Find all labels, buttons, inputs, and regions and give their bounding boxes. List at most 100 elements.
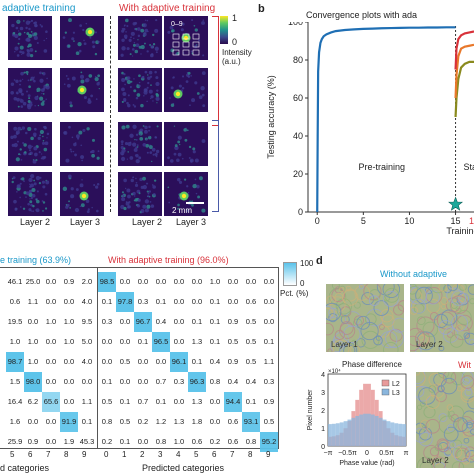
hist-legend-swatch [381,379,390,387]
matrix-cell: 0.0 [27,317,39,326]
hist-bar-l3 [394,423,399,446]
hist-bar-l3 [382,419,387,446]
matrix-cell: 2.0 [81,277,93,286]
matrix-cell: 91.9 [60,412,78,432]
matrix-cell: 0.0 [227,297,239,306]
matrix-cell: 0.3 [137,297,149,306]
hist-x-tick-label: π [404,450,409,457]
matrix-cell: 1.0 [63,337,75,346]
layer3-label: Layer 3 [70,217,101,227]
matrix-cell: 1.1 [81,397,93,406]
matrix-cell: 0.0 [27,417,39,426]
intensity-tile [118,172,162,216]
hist-y-label: Pixel number [307,389,314,431]
hist-bar-l3 [402,424,406,446]
intensity-tile [8,172,52,216]
matrix-cell: 9.5 [81,317,93,326]
matrix-cell: 0.0 [137,437,149,446]
matrix-cell: 1.6 [9,417,21,426]
x-tick-label: 15 [451,216,461,226]
matrix-cell: 25.0 [25,277,41,286]
dashed-separator [110,16,111,212]
matrix-cell: 0.4 [245,377,257,386]
matrix-cell: 98.7 [6,352,24,372]
matrix-cell: 0.7 [137,397,149,406]
hist-y-tick-label: 3 [321,390,325,397]
star-marker [448,196,464,211]
matrix-cell: 0.1 [209,317,221,326]
hist-y-tick-label: 2 [321,408,325,415]
y-tick-label: 0 [298,207,303,217]
matrix-cell: 96.7 [134,312,152,332]
matrix-cell: 94.4 [224,392,242,412]
colorbar-max: 1 [232,13,238,23]
matrix-cell: 0.0 [155,357,167,366]
hist-bar-l3 [378,417,383,446]
matrix-cell: 0.5 [245,337,257,346]
hist-bar-l3 [374,415,379,446]
matrix-cell: 0.1 [191,317,203,326]
intensity-tile [60,122,104,166]
matrix-cell: 0.9 [63,277,75,286]
matrix-cell: 0.4 [155,317,167,326]
hist-bar-l3 [386,421,391,446]
red-bracket [212,16,219,126]
intensity-tile [164,122,208,166]
matrix-cell: 0.8 [209,377,221,386]
matrix-right-col-tick: 3 [158,450,163,459]
convergence-chart: 0 20 40 60 80 100 0 5 10 15 16 Testing accuracy (%)… [266,22,474,234]
matrix-cell: 0.1 [209,337,221,346]
matrix-cell: 0.6 [191,437,203,446]
matrix-right-xlabel: Predicted categories [142,463,225,473]
matrix-cell: 96.3 [188,372,206,392]
matrix-right-col-tick: 5 [194,450,199,459]
y-tick-label: 60 [293,93,303,103]
hist-bar-l3 [343,421,348,446]
intensity-tile [60,68,104,112]
matrix-cell: 96.5 [152,332,170,352]
matrix-cell: 93.1 [242,412,260,432]
matrix-cell: 1.1 [27,297,39,306]
matrix-cell: 0.1 [81,417,93,426]
y-tick-label: 100 [288,22,303,27]
matrix-cell: 0.3 [173,377,185,386]
pretraining-label: Pre-training [359,162,406,172]
layer2-label-b: Layer 2 [132,217,163,227]
matrix-cell: 0.9 [27,437,39,446]
matrix-cell: 0.0 [119,277,131,286]
matrix-cell: 0.1 [155,297,167,306]
pct-colorbar-label: Pct. (%) [280,289,309,298]
panel-d-title-with: Wit [458,360,471,370]
matrix-cell: 0.1 [191,357,203,366]
pct-colorbar [283,262,297,286]
matrix-cell: 0.6 [9,297,21,306]
matrix-right-col-tick: 0 [104,450,109,459]
intensity-tile [118,68,162,112]
intensity-tile: 2 mm [164,172,208,216]
matrix-cell: 25.9 [7,437,23,446]
matrix-cell: 0.1 [137,337,149,346]
intensity-colorbar [220,16,228,44]
intensity-tile [164,68,208,112]
matrix-cell: 0.5 [101,397,113,406]
matrix-left-col-tick: 8 [64,450,69,459]
hist-x-tick-label: −0.5π [338,450,357,457]
hist-bar-l3 [351,417,356,446]
y-tick-label: 20 [293,169,303,179]
phase-layer2-label: Layer 2 [416,340,443,349]
matrix-cell: 0.0 [209,397,221,406]
matrix-cell: 0.8 [245,437,257,446]
intensity-tile [8,16,52,60]
matrix-cell: 19.5 [7,317,23,326]
matrix-cell: 0.0 [155,277,167,286]
matrix-cell: 1.2 [155,417,167,426]
matrix-cell: 1.1 [263,357,275,366]
hist-bar-l3 [328,424,332,446]
phase-layer2-label-with: Layer 2 [422,456,449,465]
matrix-cell: 0.0 [209,417,221,426]
matrix-right-col-tick: 2 [140,450,145,459]
y-axis-label: Testing accuracy (%) [266,75,276,159]
matrix-cell: 0.1 [263,337,275,346]
matrix-cell: 0.5 [119,357,131,366]
hist-bar-l3 [398,423,403,446]
